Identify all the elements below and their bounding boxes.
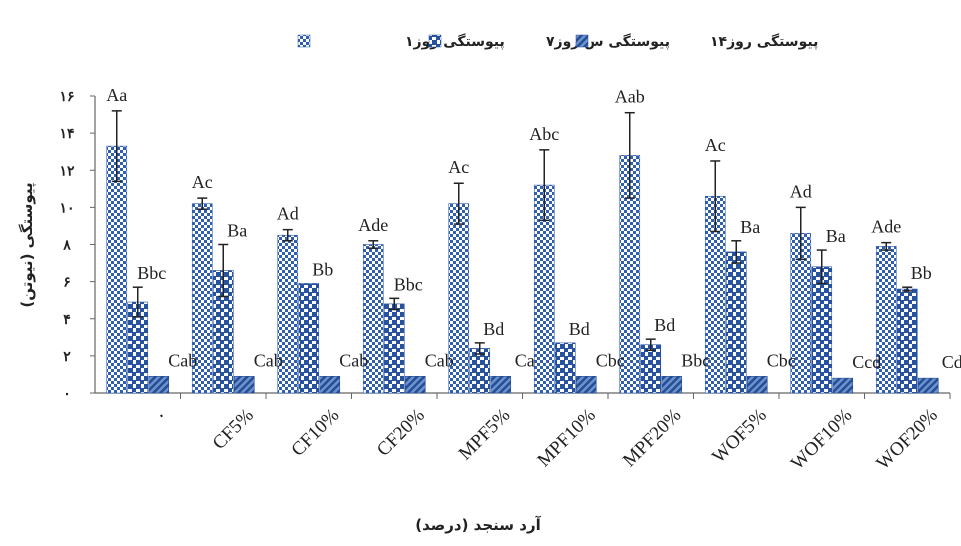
significance-label: Ba	[227, 221, 247, 241]
significance-label: Aa	[106, 85, 127, 105]
bar-day14	[832, 377, 854, 394]
legend-label-day7: پیوستگی س روز۷	[546, 33, 670, 50]
significance-label: Bb	[312, 259, 333, 279]
category-label: WOF20%	[872, 405, 941, 474]
category-label: CF5%	[209, 405, 258, 454]
x-axis-title: آرد سنجد (درصد)	[415, 516, 541, 534]
significance-label: Bbc	[394, 274, 423, 294]
bar-day14	[233, 375, 255, 394]
y-axis-ticks: ۰ ۲ ۴ ۶ ۸ ۱۰ ۱۲ ۱۴ ۱۶	[59, 89, 95, 402]
significance-label: Bd	[654, 315, 675, 335]
category-label: WOF5%	[708, 405, 771, 468]
bar-day14	[319, 375, 341, 394]
x-axis-ticks	[180, 393, 951, 399]
bar-day14	[148, 375, 170, 394]
significance-label: Bd	[483, 319, 504, 339]
significance-label: Bd	[569, 319, 590, 339]
category-labels: ۰ CF5% CF10% CF20% MPF5% MPF10% MPF20% WOF5% WOF…	[150, 405, 942, 474]
significance-label: Ca	[515, 350, 535, 370]
y-tick-label: ۱۰	[59, 200, 74, 216]
category-label: MPF5%	[455, 405, 515, 465]
significance-label: Ac	[705, 135, 726, 155]
category-label: ۰	[150, 405, 172, 427]
category-label: MPF20%	[619, 405, 685, 471]
category-label: CF10%	[287, 405, 343, 461]
y-tick-label: ۲	[63, 349, 71, 365]
bar-day7	[383, 303, 405, 394]
y-axis-title: پیوستگی (نیوتن)	[18, 182, 37, 307]
significance-label: Ade	[358, 215, 388, 235]
significance-label: Abc	[529, 124, 559, 144]
significance-label: Ba	[740, 217, 760, 237]
significance-label: Aab	[615, 87, 645, 107]
bar-day1	[106, 145, 128, 394]
significance-label: Ad	[790, 181, 812, 201]
significance-label: Ade	[871, 217, 901, 237]
significance-label: Cab	[339, 350, 368, 370]
significance-label: Cbc	[767, 350, 796, 370]
significance-label: Ac	[192, 172, 213, 192]
significance-label: Bb	[911, 263, 932, 283]
bar-day14	[661, 375, 683, 394]
bar-series	[106, 145, 939, 394]
legend-label-day14: پیوستگی روز۱۴	[710, 33, 818, 50]
bar-day7	[896, 288, 918, 394]
bar-day7	[640, 344, 662, 394]
significance-label: Ba	[826, 226, 846, 246]
y-tick-label: ۴	[63, 312, 71, 328]
legend-swatch-day14	[575, 34, 589, 48]
significance-label: Ad	[277, 204, 299, 224]
legend-label-day1: پیوستگی روز۱	[405, 33, 505, 50]
category-label: MPF10%	[533, 405, 599, 471]
significance-label: Bbc	[681, 350, 710, 370]
y-tick-label: ۱۲	[59, 163, 75, 179]
bar-day14	[575, 375, 597, 394]
category-label: WOF10%	[787, 405, 856, 474]
bar-day7	[725, 251, 747, 394]
significance-labels: Aa Bbc Cab Ac Ba Cab Ad Bb Cab Ade Bbc Cab Ac Bd Ca Abc…	[106, 85, 961, 372]
error-bars	[111, 110, 913, 355]
bar-day7	[469, 348, 491, 394]
y-tick-label: ۶	[63, 275, 71, 291]
bar-day1	[362, 244, 384, 394]
legend-swatch-day1	[297, 34, 311, 48]
category-label: CF20%	[373, 405, 429, 461]
bar-day7	[811, 266, 833, 394]
y-tick-label: ۱۶	[59, 89, 74, 105]
y-tick-label: ۱۴	[59, 126, 74, 142]
significance-label: Bbc	[137, 263, 166, 283]
y-tick-label: ۸	[62, 238, 71, 254]
bar-day14	[746, 375, 768, 394]
y-tick-label: ۰	[63, 386, 71, 402]
significance-label: Ac	[448, 157, 469, 177]
bar-day7	[298, 283, 320, 394]
bar-day7	[554, 342, 576, 394]
bar-day14	[917, 377, 939, 394]
significance-label: Cab	[425, 350, 454, 370]
bar-day14	[490, 375, 512, 394]
significance-label: Cab	[254, 350, 283, 370]
significance-label: Cd	[942, 352, 961, 372]
significance-label: Cbc	[596, 350, 625, 370]
legend-swatch-day7	[428, 34, 442, 48]
significance-label: Cab	[168, 350, 197, 370]
significance-label: Ccd	[852, 352, 881, 372]
bar-day14	[404, 375, 426, 394]
legend: پیوستگی روز۱ پیوستگی س روز۷ پیوستگی روز۱…	[297, 33, 818, 50]
